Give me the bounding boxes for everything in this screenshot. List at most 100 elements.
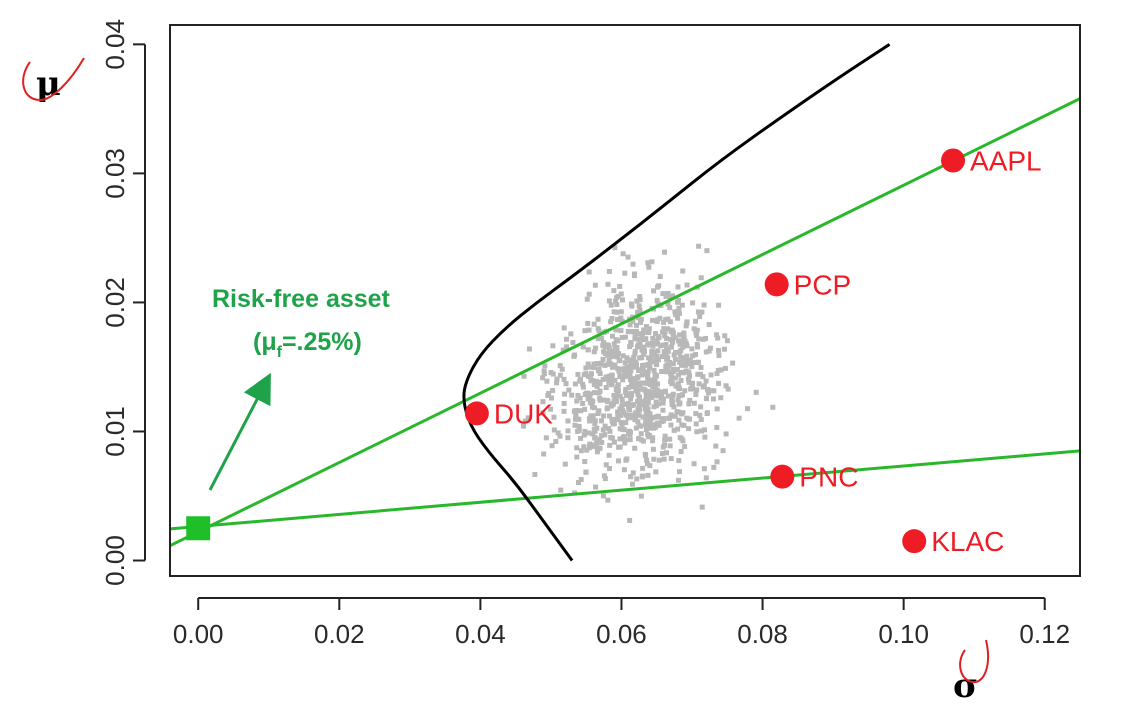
portfolio-point [594, 360, 600, 366]
portfolio-point [608, 319, 614, 325]
x-tick-label: 0.10 [878, 619, 929, 649]
portfolio-point [623, 386, 629, 392]
portfolio-point [551, 427, 557, 433]
portfolio-point [661, 319, 667, 325]
portfolio-point [723, 431, 729, 437]
portfolio-point [663, 369, 669, 375]
portfolio-point [655, 348, 661, 354]
portfolio-point [662, 328, 668, 334]
portfolio-point [573, 412, 579, 418]
portfolio-point [562, 461, 568, 467]
risk-free-annotation-line1: Risk-free asset [212, 285, 391, 313]
y-tick-label: 0.03 [100, 148, 130, 199]
portfolio-point [605, 405, 611, 411]
portfolio-point [668, 456, 674, 462]
portfolio-point [682, 444, 688, 450]
portfolio-point [666, 363, 672, 369]
portfolio-point [613, 387, 619, 393]
portfolio-point [611, 350, 617, 356]
lines-layer [170, 43, 1080, 562]
portfolio-point [643, 389, 649, 395]
portfolio-point [574, 398, 580, 404]
portfolio-point [653, 469, 659, 475]
y-tick-label: 0.01 [100, 406, 130, 457]
portfolio-point [624, 456, 630, 462]
portfolio-point [617, 357, 623, 363]
portfolio-point [542, 363, 548, 369]
portfolio-point [638, 493, 644, 499]
portfolio-point [657, 274, 663, 280]
portfolio-point [678, 449, 684, 455]
portfolio-point [616, 444, 622, 450]
portfolio-point [627, 322, 633, 328]
portfolio-point [632, 348, 638, 354]
portfolio-point [690, 353, 696, 359]
portfolio-point [632, 271, 638, 277]
portfolio-point [627, 407, 633, 413]
portfolio-point [632, 417, 638, 423]
portfolio-point [631, 376, 637, 382]
portfolio-point [589, 400, 595, 406]
portfolio-point [676, 417, 682, 423]
portfolio-point [548, 395, 554, 401]
portfolio-point [540, 410, 546, 416]
portfolio-point [655, 413, 661, 419]
y-tick-label: 0.00 [100, 535, 130, 586]
portfolio-point [662, 333, 668, 339]
portfolio-point [699, 309, 705, 315]
portfolio-point [560, 347, 566, 353]
portfolio-point [659, 419, 665, 425]
portfolio-point [668, 337, 674, 343]
portfolio-point [548, 370, 554, 376]
portfolio-point [571, 408, 577, 414]
x-axis-label-mark [959, 639, 990, 684]
portfolio-point [653, 361, 659, 367]
portfolio-point [616, 368, 622, 374]
portfolio-point [627, 376, 633, 382]
portfolio-point [700, 384, 706, 390]
portfolio-point [704, 410, 710, 416]
portfolio-point [629, 303, 635, 309]
portfolio-point [650, 383, 656, 389]
portfolio-point [640, 347, 646, 353]
portfolio-point [635, 381, 641, 387]
portfolio-point [656, 422, 662, 428]
portfolio-point [600, 427, 606, 433]
portfolio-point [679, 302, 685, 308]
portfolio-point [656, 357, 662, 363]
stock-label-pcp: PCP [794, 269, 852, 300]
portfolio-point [561, 325, 567, 331]
portfolio-point [635, 315, 641, 321]
portfolio-point [585, 347, 591, 353]
portfolio-point [619, 404, 625, 410]
portfolio-point [564, 344, 570, 350]
portfolio-point [691, 326, 697, 332]
portfolio-point [675, 397, 681, 403]
portfolio-point [596, 366, 602, 372]
portfolio-point [521, 373, 527, 379]
portfolio-point [557, 372, 563, 378]
portfolio-point [607, 428, 613, 434]
portfolio-point [617, 283, 623, 289]
portfolio-point [642, 422, 648, 428]
portfolio-point [628, 474, 634, 480]
portfolio-point [607, 466, 613, 472]
portfolio-point [694, 342, 700, 348]
portfolio-point [636, 368, 642, 374]
portfolio-point [628, 384, 634, 390]
portfolio-point [596, 438, 602, 444]
portfolio-point [583, 365, 589, 371]
portfolio-point [621, 467, 627, 473]
portfolio-point [698, 416, 704, 422]
portfolio-point [609, 372, 615, 378]
portfolio-point [592, 421, 598, 427]
portfolio-point [612, 377, 618, 383]
portfolio-point [588, 364, 594, 370]
portfolio-point [667, 436, 673, 442]
portfolio-point [561, 408, 567, 414]
portfolio-point [686, 416, 692, 422]
portfolio-point [602, 423, 608, 429]
portfolio-point [676, 372, 682, 378]
portfolio-point [608, 377, 614, 383]
portfolio-point [601, 343, 607, 349]
